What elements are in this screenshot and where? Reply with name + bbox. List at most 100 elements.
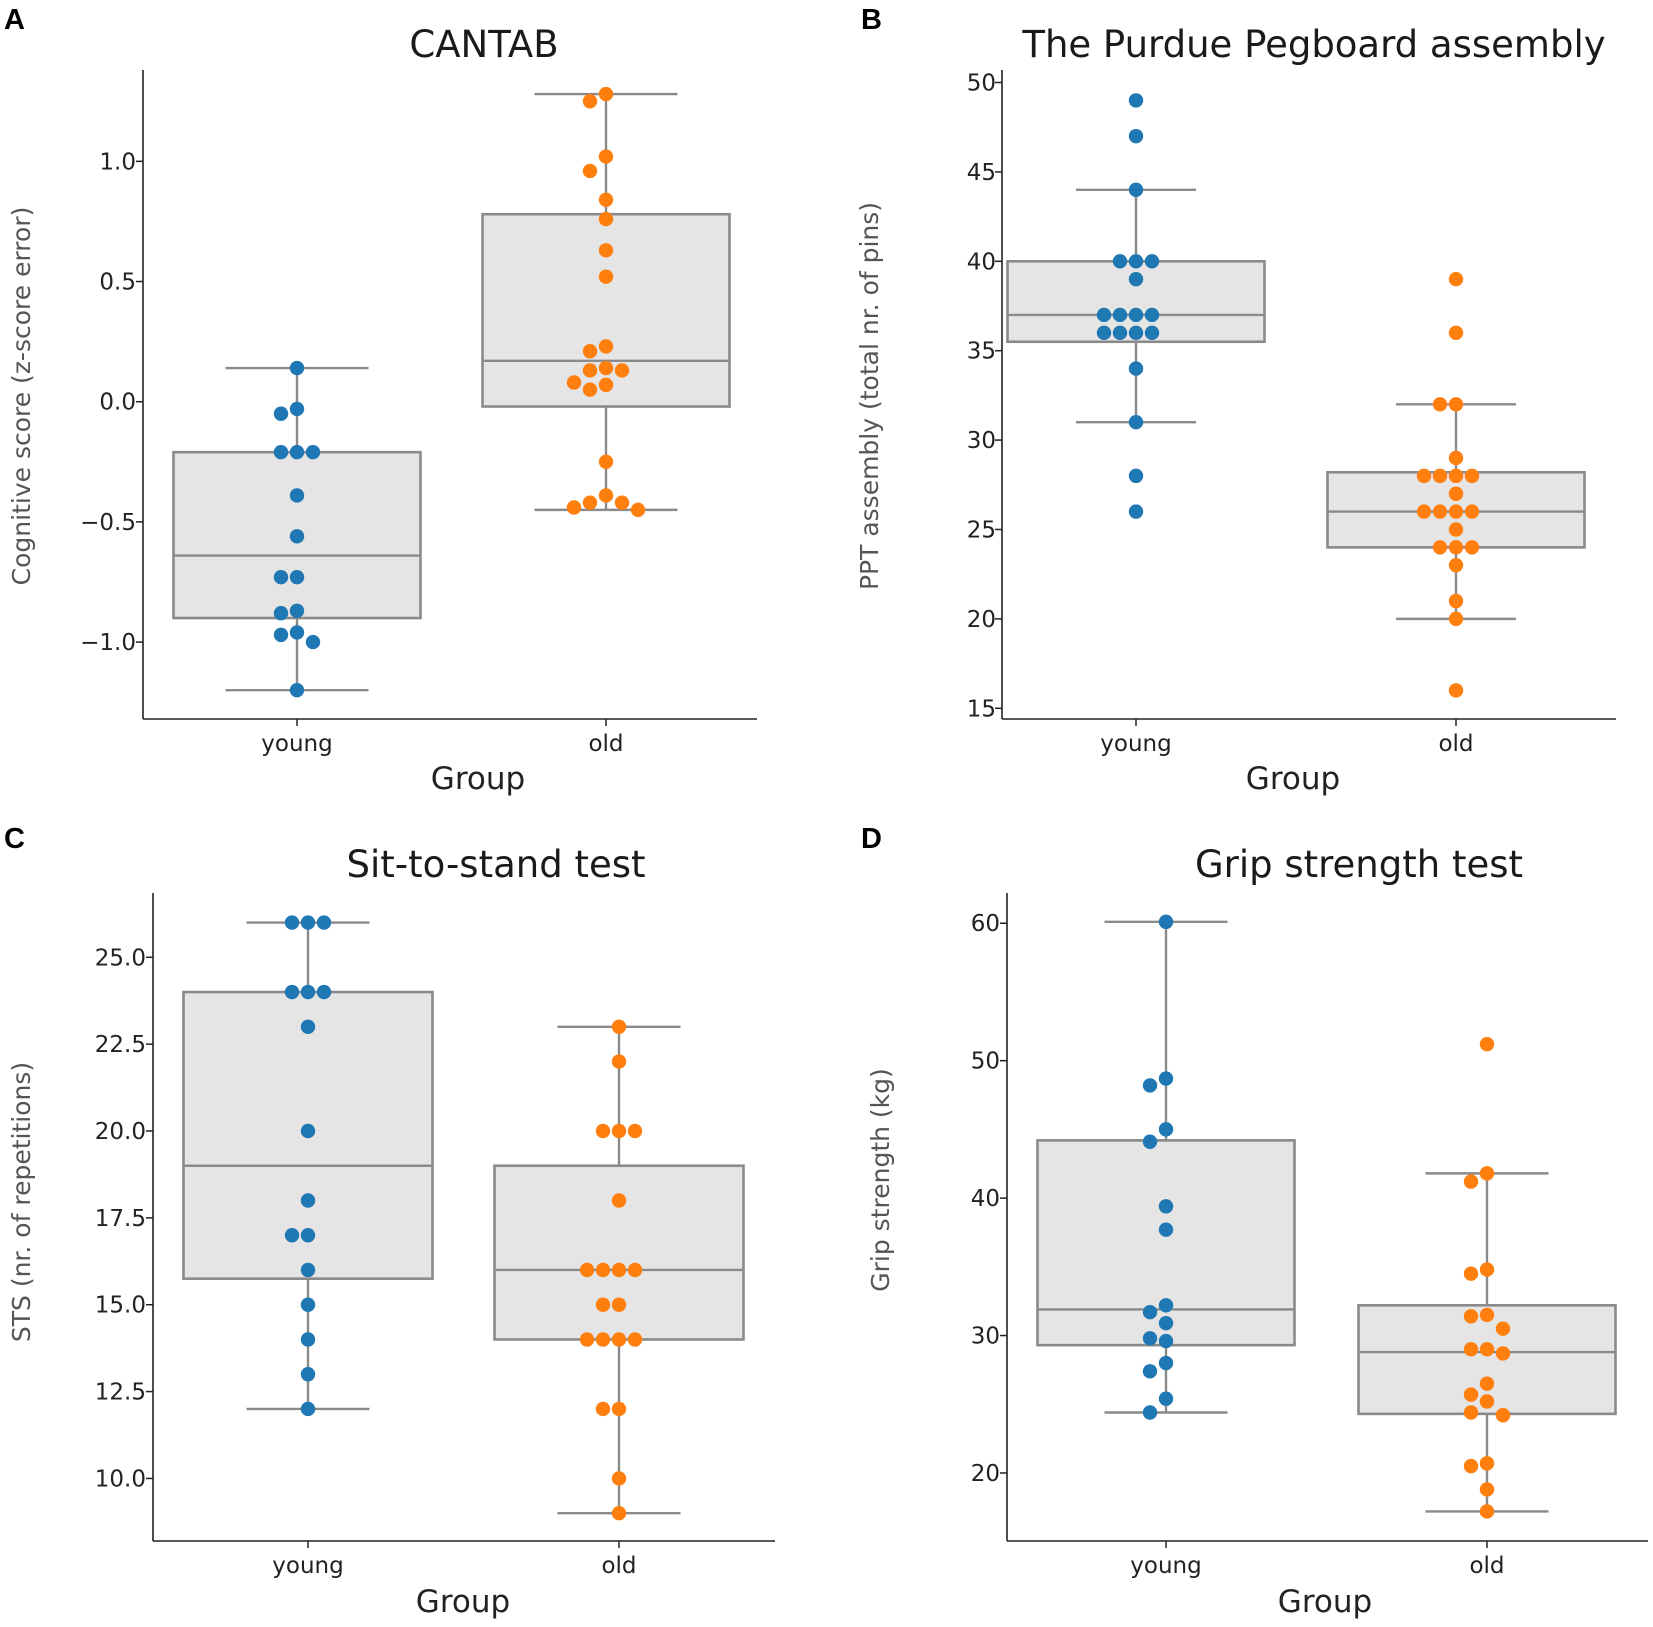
x-tick-label: young (272, 1553, 343, 1579)
data-point-young (1158, 1355, 1174, 1371)
data-point-old (1416, 504, 1432, 519)
y-ticks: 15 20 25 30 35 40 45 50 (967, 71, 1002, 722)
data-point-young (1128, 415, 1144, 430)
data-point-young (300, 1401, 316, 1417)
data-point-old (1448, 683, 1464, 698)
x-tick-label: young (1130, 1553, 1201, 1579)
data-point-old (1432, 540, 1448, 555)
data-point-young (1142, 1078, 1158, 1093)
panel-letter-d: D (861, 823, 882, 855)
data-point-old (1463, 1342, 1479, 1357)
data-point-old (1448, 486, 1464, 501)
data-point-old (1463, 1458, 1479, 1474)
data-point-old (1495, 1346, 1511, 1361)
y-tick-label: 0.0 (99, 390, 136, 416)
panel-a: A CANTAB Group Cognitive score (z-score … (4, 4, 757, 797)
y-tick-label: 20.0 (95, 1119, 146, 1145)
data-point-old (1479, 1166, 1495, 1181)
data-point-young (1144, 254, 1160, 269)
axes (152, 893, 775, 1542)
data-point-old (1448, 540, 1464, 555)
y-tick-label: 60 (971, 911, 1000, 937)
data-point-old (595, 1297, 611, 1312)
data-point-old (595, 1332, 611, 1347)
data-point-young (273, 444, 289, 460)
data-point-old (1448, 522, 1464, 537)
y-tick-label: 30 (967, 428, 996, 454)
data-point-old (598, 86, 614, 102)
data-point-old (598, 149, 614, 164)
data-point-young (289, 603, 305, 619)
data-point-young (289, 360, 305, 376)
y-axis-label: STS (nr. of repetitions) (7, 1062, 36, 1342)
data-point-young (284, 984, 300, 1000)
data-point-young (1128, 182, 1144, 197)
data-point-young (316, 915, 332, 930)
data-point-old (1479, 1262, 1495, 1277)
y-tick-label: 15.0 (95, 1293, 146, 1319)
data-point-old (598, 243, 614, 258)
data-point-old (611, 1332, 627, 1347)
axes (1001, 70, 1616, 720)
data-point-old (598, 269, 614, 284)
data-point-young (1158, 1315, 1174, 1331)
panel-b: B The Purdue Pegboard assembly Group PPT… (855, 4, 1616, 797)
data-point-old (1463, 1405, 1479, 1420)
x-tick-label: old (601, 1553, 636, 1579)
data-point-young (284, 1228, 300, 1243)
data-point-old (582, 344, 598, 359)
data-point-old (611, 1297, 627, 1312)
data-point-young (289, 401, 305, 417)
data-point-young (300, 1367, 316, 1382)
data-point-young (300, 1332, 316, 1347)
data-point-young (289, 682, 305, 698)
data-point-young (1112, 325, 1128, 341)
x-axis-label: Group (431, 761, 525, 797)
data-point-old (611, 1401, 627, 1417)
panel-letter-c: C (4, 823, 25, 855)
data-point-old (1463, 1266, 1479, 1281)
x-tick-label: old (1469, 1553, 1504, 1579)
data-point-old (611, 1123, 627, 1139)
data-point-old (598, 192, 614, 207)
plot-marks (1036, 914, 1617, 1519)
data-point-old (566, 500, 582, 515)
data-point-young (1112, 254, 1128, 269)
data-point-old (1448, 504, 1464, 519)
data-point-old (579, 1332, 595, 1347)
x-axis-label: Group (1246, 761, 1340, 797)
data-point-old (582, 163, 598, 179)
data-point-young (300, 1193, 316, 1208)
data-point-old (1479, 1482, 1495, 1497)
data-point-young (273, 627, 289, 643)
data-point-old (582, 382, 598, 397)
data-point-young (273, 406, 289, 421)
data-point-old (598, 211, 614, 227)
data-point-young (300, 1019, 316, 1034)
box-young (1036, 1139, 1296, 1347)
data-point-old (1479, 1307, 1495, 1323)
x-tick-label: young (1100, 731, 1171, 757)
plot-marks (172, 86, 731, 698)
data-point-old (1448, 593, 1464, 609)
chart-title: CANTAB (409, 23, 558, 66)
data-point-young (1128, 325, 1144, 341)
data-point-young (1158, 914, 1174, 930)
y-tick-label: 45 (967, 160, 996, 186)
data-point-old (595, 1123, 611, 1139)
data-point-young (1158, 1222, 1174, 1237)
data-point-old (598, 377, 614, 393)
data-point-young (1112, 307, 1128, 323)
data-point-young (300, 1228, 316, 1243)
data-point-old (611, 1019, 627, 1034)
data-point-young (289, 569, 305, 585)
data-point-young (1096, 325, 1112, 341)
data-point-old (1448, 468, 1464, 484)
data-point-young (300, 915, 316, 930)
data-point-young (1142, 1364, 1158, 1379)
data-point-young (1096, 307, 1112, 323)
data-point-old (611, 1193, 627, 1208)
data-point-young (1158, 1298, 1174, 1313)
data-point-old (1463, 1174, 1479, 1189)
